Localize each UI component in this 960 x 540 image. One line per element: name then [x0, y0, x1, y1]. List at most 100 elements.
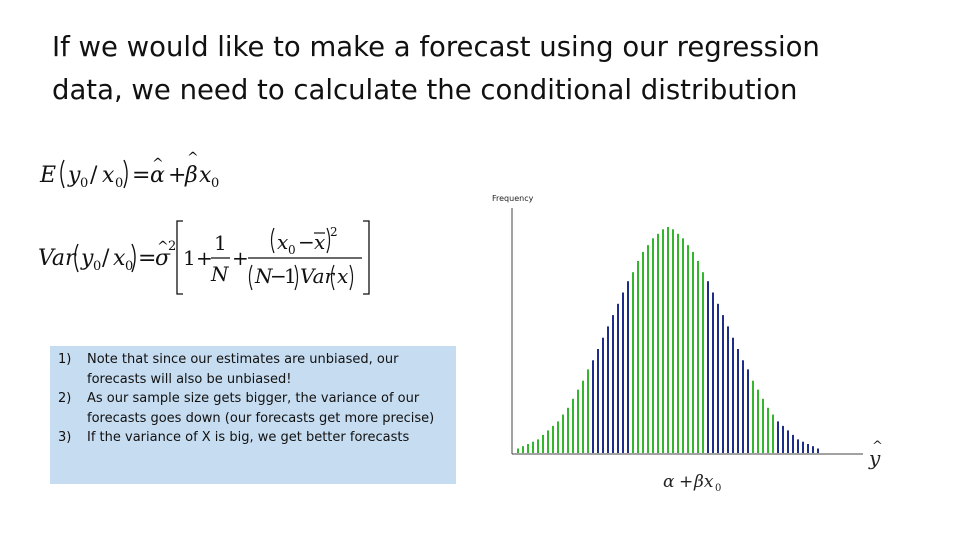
svg-text:=: =: [132, 163, 150, 188]
frequency-bar: [592, 360, 594, 453]
frequency-bar: [757, 389, 759, 453]
frequency-bar: [562, 414, 564, 453]
y-axis-label: Frequency: [492, 194, 534, 203]
frequency-bar: [542, 434, 544, 453]
x-axis-symbol: y ^: [868, 439, 883, 470]
note-item-3: 3) If the variance of X is big, we get b…: [58, 428, 448, 448]
frequency-bar: [607, 326, 609, 453]
frequency-bar: [687, 245, 689, 453]
svg-text:0: 0: [715, 483, 721, 494]
frequency-bar: [807, 444, 809, 453]
frequency-bar: [732, 337, 734, 453]
svg-text:−: −: [298, 230, 315, 254]
svg-text:1: 1: [214, 231, 227, 255]
frequency-bar: [797, 439, 799, 453]
svg-text:^: ^: [187, 150, 199, 166]
expectation-formula: E y 0 / x 0 = α ^ + β ^ x 0: [39, 150, 219, 191]
svg-text:N: N: [210, 262, 230, 286]
note-item-2: 2) As our sample size gets bigger, the v…: [58, 389, 448, 428]
svg-text:0: 0: [80, 176, 88, 191]
svg-text:y: y: [868, 446, 881, 470]
frequency-bar: [777, 421, 779, 453]
frequency-bar: [622, 292, 624, 453]
frequency-bar: [642, 251, 644, 453]
frequency-bar: [597, 349, 599, 453]
svg-text:0: 0: [288, 243, 296, 257]
frequency-bar: [662, 229, 664, 453]
frequency-bar: [787, 430, 789, 453]
variance-formula: Var y 0 / x 0 = σ ^ 2 1 + 1 N + x 0 − x: [38, 220, 370, 295]
svg-text:0: 0: [125, 259, 133, 274]
frequency-bar: [552, 425, 554, 453]
frequency-bar: [702, 272, 704, 453]
frequency-bar: [517, 448, 519, 453]
note-item-1: 1) Note that since our estimates are unb…: [58, 350, 448, 389]
frequency-bar: [697, 260, 699, 453]
svg-text:−: −: [270, 264, 287, 288]
frequency-bar: [672, 229, 674, 453]
mean-symbol: α + βx 0: [663, 472, 721, 494]
svg-text:1: 1: [183, 246, 196, 270]
note-text: Note that since our estimates are unbias…: [87, 352, 399, 387]
frequency-bar: [742, 360, 744, 453]
svg-text:/: /: [102, 246, 110, 271]
frequency-bar: [522, 446, 524, 453]
svg-text:y: y: [67, 163, 81, 188]
frequency-bar: [627, 281, 629, 453]
frequency-bar: [567, 407, 569, 453]
frequency-bar: [747, 369, 749, 453]
svg-text:σ: σ: [155, 246, 171, 271]
frequency-bar: [752, 380, 754, 453]
frequency-bar: [557, 421, 559, 453]
frequency-bar: [527, 444, 529, 453]
svg-text:0: 0: [211, 176, 219, 191]
frequency-bar: [532, 441, 534, 453]
svg-text:β: β: [184, 163, 198, 188]
svg-text:^: ^: [872, 439, 883, 454]
svg-text:x: x: [314, 230, 325, 254]
svg-text:x: x: [199, 163, 212, 188]
notes-box: 1) Note that since our estimates are unb…: [50, 346, 456, 484]
frequency-bar: [772, 414, 774, 453]
frequency-bar: [632, 272, 634, 453]
frequency-bar: [577, 389, 579, 453]
frequency-bar: [682, 238, 684, 453]
frequency-bar: [737, 349, 739, 453]
frequency-bar: [802, 441, 804, 453]
svg-text:x: x: [337, 264, 348, 288]
svg-text:α: α: [663, 472, 675, 492]
svg-text:βx: βx: [693, 472, 714, 492]
frequency-bar: [677, 233, 679, 453]
svg-text:^: ^: [152, 156, 164, 172]
forecast-distribution-chart: Frequency y ^ α + βx 0: [492, 194, 883, 494]
frequency-bar: [612, 315, 614, 453]
frequency-bar: [547, 430, 549, 453]
svg-text:+: +: [196, 246, 213, 270]
frequency-bar: [537, 439, 539, 453]
note-number: 1): [58, 352, 72, 367]
svg-text:1: 1: [284, 264, 297, 288]
frequency-bar: [707, 281, 709, 453]
slide-title: If we would like to make a forecast usin…: [52, 26, 932, 112]
note-text: If the variance of X is big, we get bett…: [87, 430, 410, 445]
svg-text:2: 2: [168, 239, 176, 254]
frequency-bar: [762, 398, 764, 453]
svg-text:+: +: [232, 246, 249, 270]
bars-group: [517, 227, 819, 453]
svg-text:α: α: [150, 163, 165, 188]
frequency-bar: [667, 227, 669, 453]
frequency-bar: [792, 434, 794, 453]
svg-text:N: N: [254, 264, 274, 288]
frequency-bar: [782, 425, 784, 453]
frequency-bar: [712, 292, 714, 453]
svg-text:x: x: [102, 163, 115, 188]
frequency-bar: [727, 326, 729, 453]
svg-text:^: ^: [157, 239, 169, 255]
frequency-bar: [692, 251, 694, 453]
frequency-bar: [817, 448, 819, 453]
note-text: As our sample size gets bigger, the vari…: [87, 391, 435, 426]
frequency-bar: [717, 303, 719, 453]
frequency-bar: [582, 380, 584, 453]
frequency-bar: [722, 315, 724, 453]
